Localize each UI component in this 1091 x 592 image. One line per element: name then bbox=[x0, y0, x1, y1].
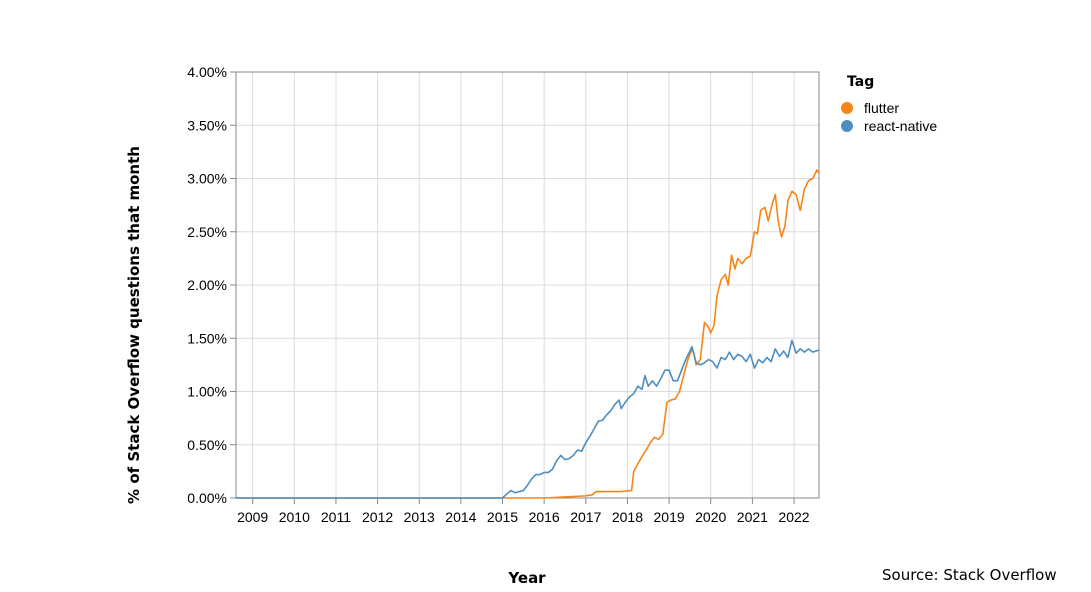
legend-swatch-react-native bbox=[841, 120, 853, 132]
x-tick-label: 2021 bbox=[737, 509, 768, 525]
x-tick-label: 2013 bbox=[404, 509, 435, 525]
y-tick-label: 0.50% bbox=[187, 437, 227, 453]
y-tick-label: 3.00% bbox=[187, 171, 227, 187]
x-tick-label: 2012 bbox=[362, 509, 393, 525]
grid bbox=[236, 71, 819, 499]
legend-title: Tag bbox=[847, 74, 874, 90]
y-tick-label: 1.00% bbox=[187, 384, 227, 400]
series-line-flutter bbox=[236, 169, 820, 499]
x-tick-label: 2016 bbox=[529, 509, 560, 525]
legend-label-react-native: react-native bbox=[864, 118, 937, 134]
source-note: Source: Stack Overflow bbox=[882, 566, 1057, 584]
x-tick-label: 2018 bbox=[612, 509, 643, 525]
x-tick-label: 2019 bbox=[654, 509, 685, 525]
x-tick-label: 2010 bbox=[279, 509, 310, 525]
y-axis-title: % of Stack Overflow questions that month bbox=[125, 146, 143, 504]
x-tick-label: 2011 bbox=[321, 509, 351, 525]
x-tick-label: 2020 bbox=[695, 509, 726, 525]
y-tick-label: 3.50% bbox=[187, 117, 227, 133]
y-tick-label: 4.00% bbox=[187, 64, 227, 80]
x-tick-label: 2009 bbox=[237, 509, 268, 525]
x-tick-label: 2022 bbox=[778, 509, 809, 525]
series-line-react-native bbox=[236, 339, 820, 499]
y-tick-label: 0.00% bbox=[187, 490, 227, 506]
axes: 0.00% 0.50% 1.00% 1.50% 2.00% 2.50% 3.00% 3.50%… bbox=[187, 64, 820, 525]
y-tick-label: 1.50% bbox=[187, 330, 227, 346]
x-tick-label: 2015 bbox=[487, 509, 518, 525]
x-axis-title: Year bbox=[507, 569, 546, 587]
series-lines bbox=[236, 169, 820, 499]
legend-swatch-flutter bbox=[841, 102, 853, 114]
y-tick-label: 2.50% bbox=[187, 224, 227, 240]
legend: Tag flutter react-native bbox=[841, 74, 937, 134]
x-tick-label: 2014 bbox=[445, 509, 476, 525]
y-tick-label: 2.00% bbox=[187, 277, 227, 293]
legend-label-flutter: flutter bbox=[864, 100, 899, 116]
x-tick-label: 2017 bbox=[570, 509, 601, 525]
